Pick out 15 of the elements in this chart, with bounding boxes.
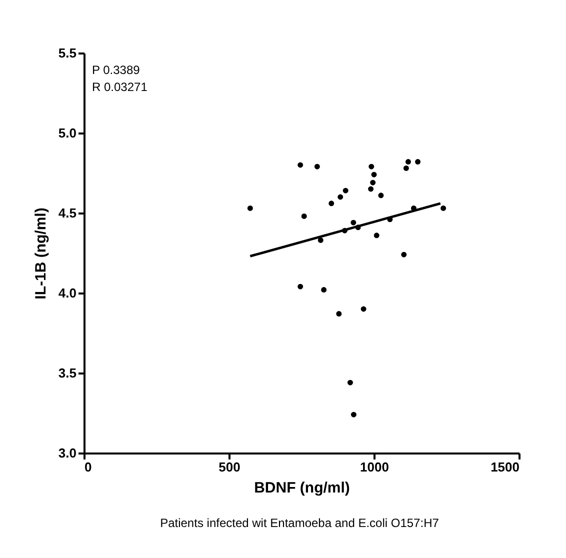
y-tick-label: 4.5 xyxy=(58,206,76,220)
y-tick-label: 5.5 xyxy=(58,46,76,60)
y-tick-label: 3.0 xyxy=(58,446,76,460)
x-tick-label: 500 xyxy=(218,460,240,474)
text: Patients infected wit Entamoeba and E.coli O157:H7 xyxy=(160,516,440,530)
y-tick-label: 4.0 xyxy=(58,286,76,300)
x-tick-label: 1000 xyxy=(360,460,389,474)
x-tick-label: 1500 xyxy=(490,460,520,474)
x-tick-label: 0 xyxy=(84,460,92,474)
y-tick-label: 5.0 xyxy=(58,126,76,140)
x-axis-title: BDNF (ng/ml) xyxy=(254,480,350,496)
annotation: P 0.3389 xyxy=(92,63,140,77)
y-tick-label: 3.5 xyxy=(58,366,76,380)
y-axis-title: IL-1B (ng/ml) xyxy=(32,208,50,300)
annotation: R 0.03271 xyxy=(92,80,148,94)
